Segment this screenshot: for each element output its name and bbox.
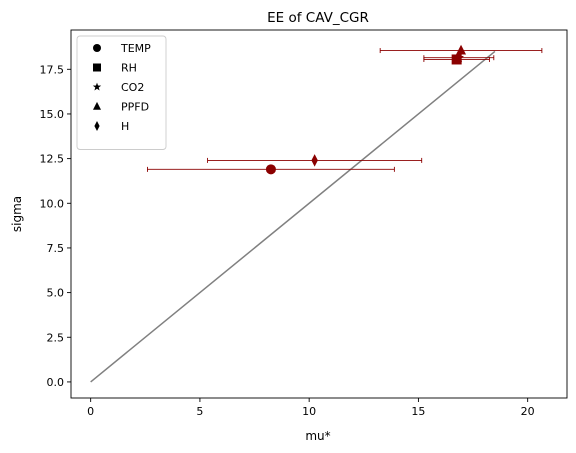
y-tick-label: 2.5 bbox=[47, 331, 65, 344]
x-tick-label: 0 bbox=[87, 405, 94, 418]
series-ppfd bbox=[379, 44, 543, 55]
y-tick-label: 12.5 bbox=[40, 153, 65, 166]
x-axis: 0 5 10 15 20 bbox=[87, 398, 535, 418]
plot-area bbox=[90, 44, 543, 383]
data-point-ppfd bbox=[456, 44, 467, 55]
plot-frame bbox=[70, 29, 568, 399]
reference-line bbox=[90, 50, 496, 383]
series-co2 bbox=[423, 52, 495, 63]
y-axis: 0.0 2.5 5.0 7.5 10.0 12.5 15.0 17.5 bbox=[40, 63, 71, 389]
data-point-co2 bbox=[453, 52, 465, 63]
y-tick-label: 7.5 bbox=[47, 242, 65, 255]
x-tick-label: 5 bbox=[196, 405, 203, 418]
legend-marker-h bbox=[94, 121, 100, 131]
series-temp bbox=[147, 164, 395, 175]
legend-label-co2: CO2 bbox=[121, 81, 144, 94]
chart-title: EE of CAV_CGR bbox=[267, 10, 369, 26]
y-tick-label: 15.0 bbox=[40, 108, 65, 121]
y-tick-label: 17.5 bbox=[40, 63, 65, 76]
series-h bbox=[207, 154, 423, 167]
legend-label-h: H bbox=[121, 120, 129, 133]
y-tick-label: 0.0 bbox=[47, 376, 65, 389]
legend: TEMP RH CO2 PPFD H bbox=[76, 35, 167, 150]
data-point-h bbox=[311, 154, 318, 167]
y-tick-label: 10.0 bbox=[40, 197, 65, 210]
legend-label-temp: TEMP bbox=[120, 42, 151, 55]
legend-marker-rh bbox=[93, 63, 101, 72]
y-tick-label: 5.0 bbox=[47, 287, 65, 300]
legend-marker-ppfd bbox=[93, 101, 101, 110]
x-axis-label: mu* bbox=[305, 429, 330, 443]
x-tick-label: 20 bbox=[521, 405, 535, 418]
data-point-temp bbox=[265, 164, 276, 175]
legend-marker-temp bbox=[93, 44, 101, 52]
legend-label-rh: RH bbox=[121, 62, 137, 75]
legend-label-ppfd: PPFD bbox=[121, 101, 149, 114]
y-axis-label: sigma bbox=[10, 196, 24, 232]
legend-marker-co2 bbox=[92, 82, 102, 91]
x-tick-label: 10 bbox=[302, 405, 316, 418]
x-tick-label: 15 bbox=[411, 405, 425, 418]
